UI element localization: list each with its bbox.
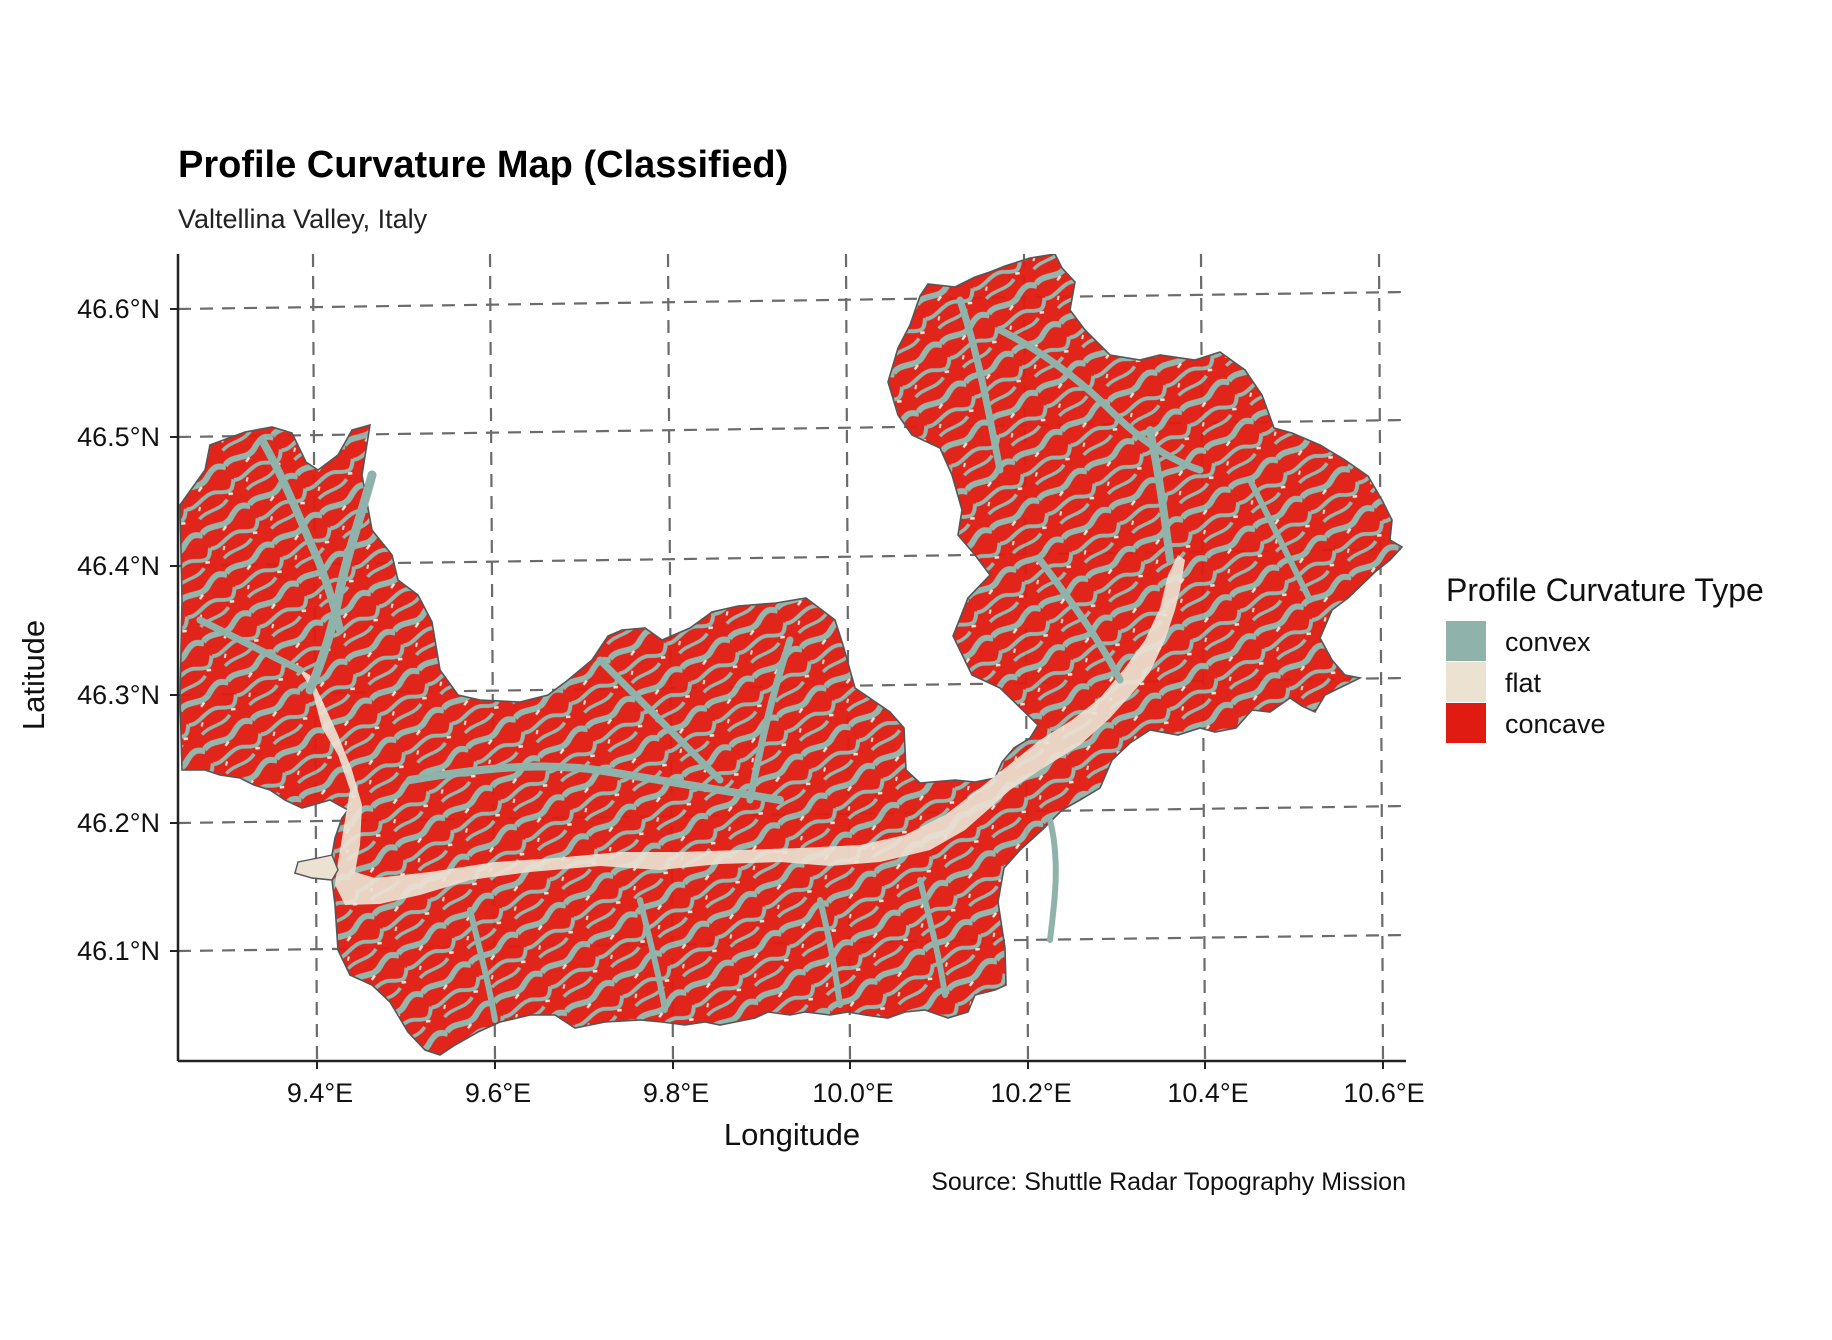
x-tick-label: 9.6°E: [465, 1078, 531, 1108]
x-tick-label: 10.4°E: [1167, 1078, 1248, 1108]
x-tick-label: 10.6°E: [1343, 1078, 1424, 1108]
valley-floor-flat: [298, 555, 1185, 905]
legend-swatch-convex: [1446, 621, 1486, 661]
x-tick-label: 9.8°E: [643, 1078, 709, 1108]
meridian-10-6: [1377, 254, 1385, 1061]
y-tick-label: 46.6°N: [77, 294, 160, 324]
y-tick-label: 46.3°N: [77, 680, 160, 710]
legend-swatch-flat: [1446, 662, 1486, 702]
legend-label-flat: flat: [1505, 668, 1542, 698]
parallel-46-6: [178, 290, 1406, 311]
legend-label-concave: concave: [1505, 709, 1606, 739]
map-title: Profile Curvature Map (Classified): [178, 144, 788, 186]
x-tick-label: 9.4°E: [287, 1078, 353, 1108]
y-tick-label: 46.2°N: [77, 808, 160, 838]
y-tick-label: 46.4°N: [77, 551, 160, 581]
x-tick-label: 10.2°E: [990, 1078, 1071, 1108]
y-axis-ticks: 46.1°N 46.2°N 46.3°N 46.4°N 46.5°N 46.6°…: [77, 294, 178, 966]
legend: Profile Curvature Type convex flat conca…: [1446, 572, 1764, 743]
map-panel: [176, 254, 1406, 1063]
convex-ridges: [196, 296, 1313, 1023]
valley-region-shape: [179, 254, 1404, 1056]
southwest-lobe-flat: [294, 854, 339, 881]
valtellina-region: [179, 254, 1404, 1056]
legend-title: Profile Curvature Type: [1446, 572, 1764, 608]
x-axis-ticks: 9.4°E 9.6°E 9.8°E 10.0°E 10.2°E 10.4°E 1…: [287, 1061, 1425, 1108]
y-tick-label: 46.1°N: [77, 936, 160, 966]
map-subtitle: Valtellina Valley, Italy: [178, 204, 428, 234]
x-axis-title: Longitude: [724, 1117, 860, 1152]
y-tick-label: 46.5°N: [77, 422, 160, 452]
source-caption: Source: Shuttle Radar Topography Mission: [931, 1168, 1406, 1196]
legend-label-convex: convex: [1505, 627, 1591, 657]
y-axis-title: Latitude: [16, 620, 51, 730]
x-tick-label: 10.0°E: [812, 1078, 893, 1108]
legend-swatch-concave: [1446, 703, 1486, 743]
